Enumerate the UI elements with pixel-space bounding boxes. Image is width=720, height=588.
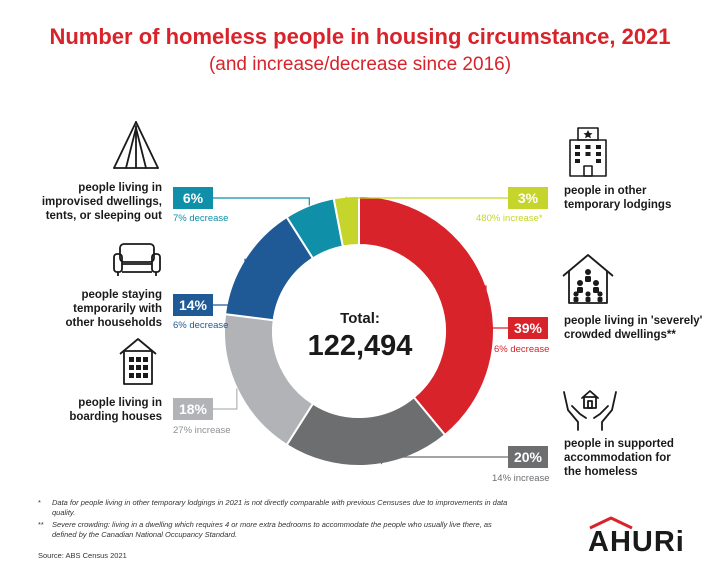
label-lodgings: people in other temporary lodgings [564,185,672,211]
label-staying: people staying temporarily with other ho… [65,289,162,329]
leader-line-crowded [485,285,508,329]
change-lodgings: 480% increase* [476,213,543,224]
leader-line-supported [380,456,508,465]
label-crowded: people living in 'severely' crowded dwel… [564,315,703,341]
footnote-text: Data for people living in other temporar… [52,498,508,517]
change-boarding: 27% increase [173,425,231,436]
badge-staying: 14% [173,294,213,316]
label-improvised: people living in improvised dwellings, t… [41,182,162,222]
change-improvised: 7% decrease [173,213,229,224]
boarding-house-icon [119,338,157,385]
leader-line-improvised [213,197,310,206]
leader-line-lodgings [345,196,508,199]
badge-improvised: 6% [173,187,213,209]
footnote-mark: ** [38,520,44,529]
source-note: Source: ABS Census 2021 [38,551,127,560]
badge-crowded: 39% [508,317,548,339]
change-crowded: 6% decrease [494,344,550,355]
slice-crowded [358,194,495,437]
sofa-icon [113,243,161,276]
hotel-icon [569,127,607,177]
ahuri-logo: AHURi [588,526,685,558]
label-supported: people in supported accommodation for th… [564,438,674,478]
leader-line-staying [213,258,246,306]
label-boarding: people living in boarding houses [69,397,162,423]
footnote-crowding: ** Severe crowding: living in a dwelling… [38,520,508,540]
slice-lodgings [332,194,360,248]
leader-line-boarding [213,388,238,410]
footnote-mark: * [38,498,41,507]
tent-icon [113,121,159,169]
badge-lodgings: 3% [508,187,548,209]
footnote-lodgings: * Data for people living in other tempor… [38,498,508,518]
total-value: 122,494 [307,330,413,362]
chart-title: Number of homeless people in housing cir… [49,24,671,49]
change-staying: 6% decrease [173,320,229,331]
chart-subtitle: (and increase/decrease since 2016) [208,54,512,75]
change-supported: 14% increase [492,473,550,484]
supported-hands-icon [563,390,617,431]
crowded-house-icon [562,254,614,304]
badge-boarding: 18% [173,398,213,420]
total-label: Total: [340,310,380,327]
badge-supported: 20% [508,446,548,468]
footnote-text: Severe crowding: living in a dwelling wh… [52,520,492,539]
logo-roof-mark [589,516,633,530]
